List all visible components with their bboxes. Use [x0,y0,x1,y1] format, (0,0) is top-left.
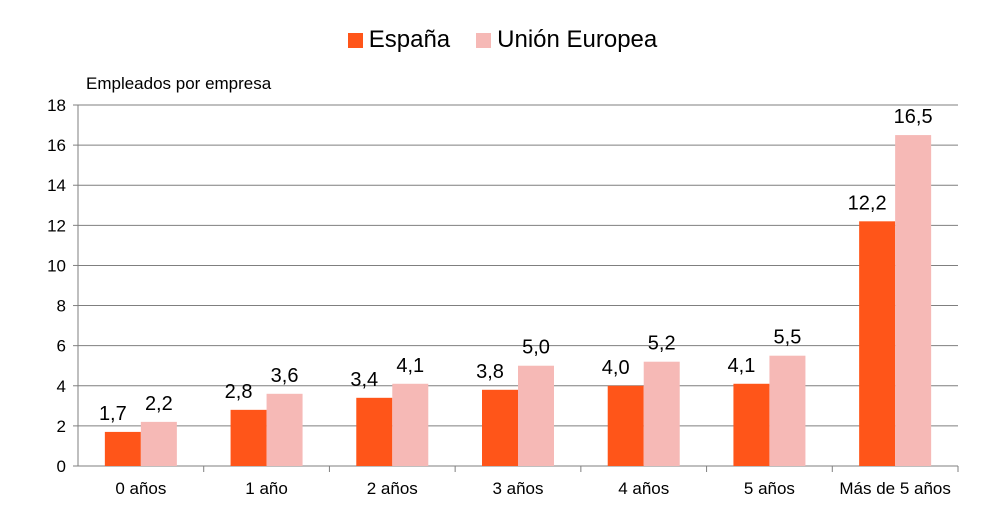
bar-espana [859,221,896,466]
data-label: 2,8 [225,381,253,403]
x-tick-label: Más de 5 años [839,479,951,498]
legend-swatch-union-europea [476,32,492,48]
y-tick-label: 16 [47,136,66,155]
legend-item-union-europea: Unión Europea [476,26,657,54]
bar-espana [482,389,518,466]
data-label: 5,0 [522,337,550,359]
bar-union-europea [266,393,303,466]
y-tick-label: 18 [47,96,66,115]
legend-swatch-espana [347,32,363,48]
x-tick-label: 2 años [367,479,418,498]
legend-label-espana: España [368,26,451,53]
data-label: 1,7 [99,403,127,425]
data-label: 5,5 [774,327,802,349]
data-label: 3,6 [271,365,299,387]
x-tick-label: 0 años [115,479,166,498]
y-tick-label: 4 [57,377,66,396]
bar-espana [356,397,393,466]
data-label: 16,5 [894,106,933,128]
x-tick-label: 5 años [744,479,795,498]
legend-item-espana: España [347,26,451,54]
x-tick-label: 3 años [492,479,543,498]
bar-union-europea [769,355,806,466]
y-tick-label: 12 [47,216,66,235]
legend: España Unión Europea [0,26,1005,54]
data-label: 3,4 [350,369,378,391]
bar-espana [230,409,267,466]
x-tick-label: 1 año [245,479,288,498]
data-label: 5,2 [648,333,676,355]
y-tick-label: 8 [57,297,66,316]
data-label: 4,1 [396,355,424,377]
bar-union-europea [643,361,680,466]
bar-espana [104,431,141,466]
bar-espana [733,383,770,466]
bar-union-europea [392,383,429,466]
y-tick-label: 14 [47,176,66,195]
y-axis-title: Empleados por empresa [86,74,272,93]
data-label: 12,2 [848,192,887,214]
bar-espana [607,385,644,466]
data-label: 4,1 [728,355,756,377]
y-tick-label: 2 [57,417,66,436]
data-label: 3,8 [476,361,504,383]
bar-union-europea [140,421,177,466]
y-tick-label: 10 [47,256,66,275]
y-tick-label: 0 [57,457,66,476]
y-tick-label: 6 [57,337,66,356]
x-tick-label: 4 años [618,479,669,498]
data-label: 2,2 [145,393,173,415]
data-label: 4,0 [602,357,630,379]
bar-union-europea [518,365,554,466]
bar-union-europea [895,135,932,467]
legend-label-union-europea: Unión Europea [497,26,658,53]
